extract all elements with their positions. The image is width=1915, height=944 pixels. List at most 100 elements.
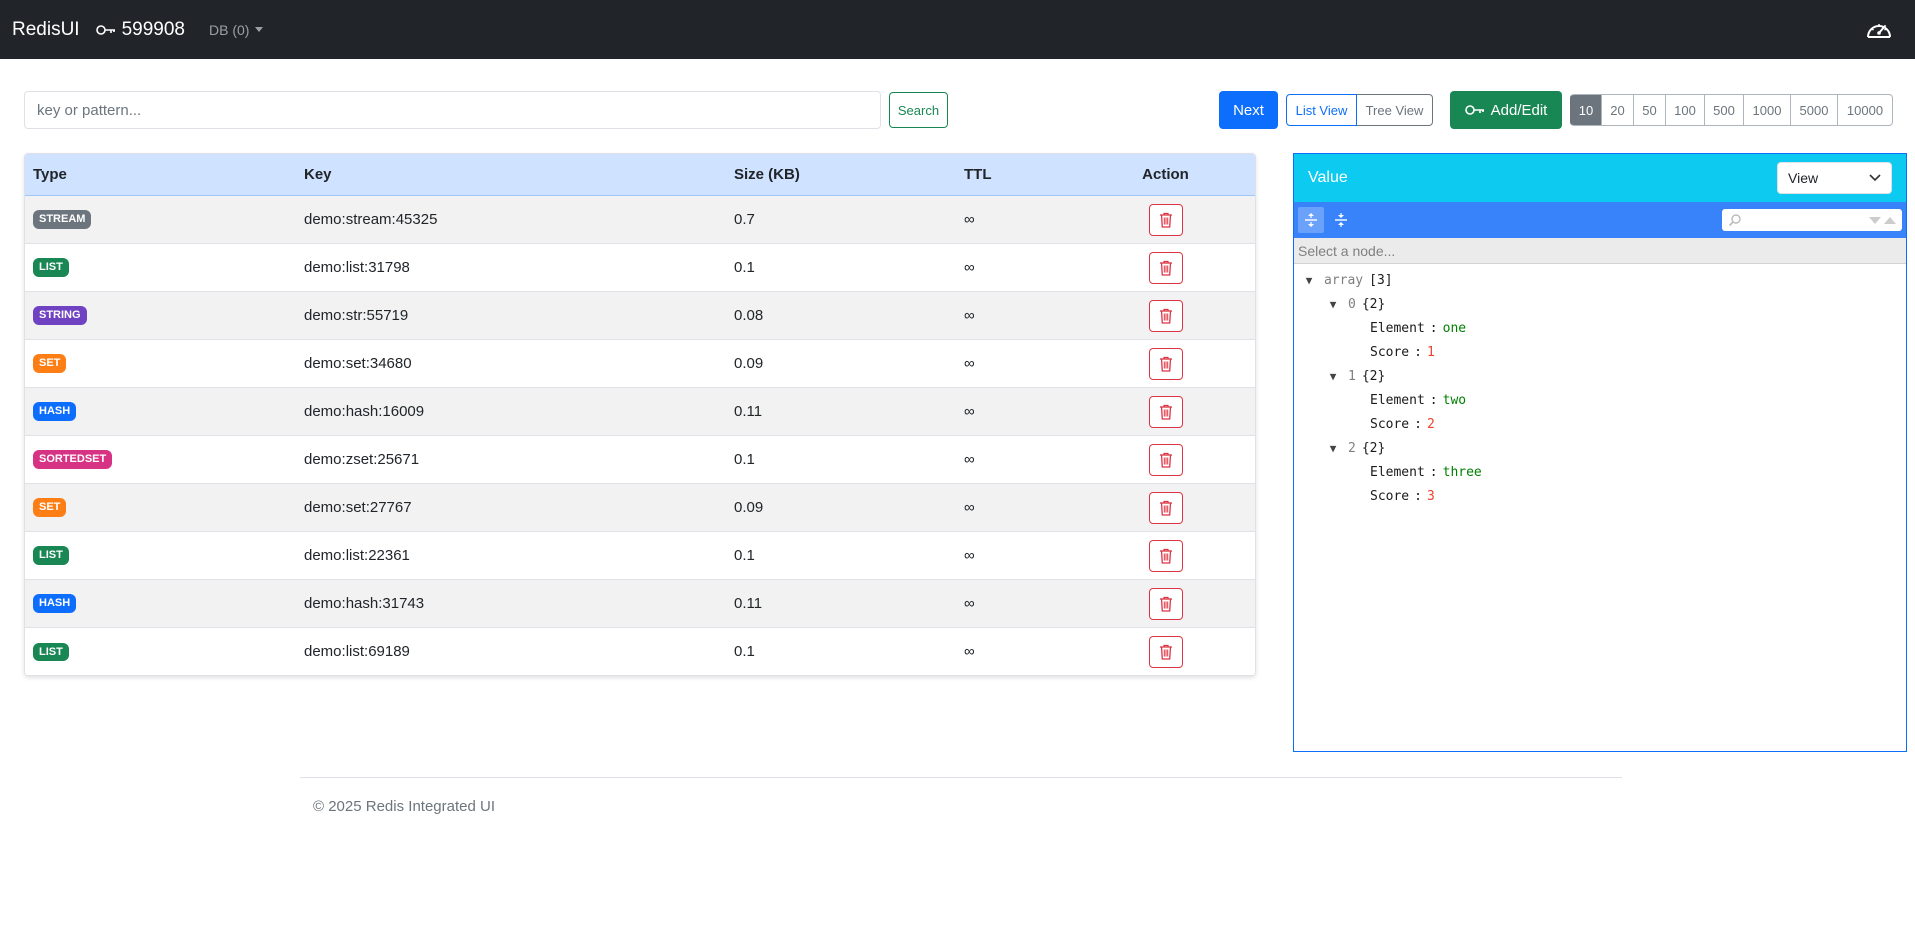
page-size-10[interactable]: 10 (1570, 94, 1602, 126)
key-cell[interactable]: demo:hash:16009 (304, 402, 425, 420)
delete-button[interactable] (1148, 540, 1183, 572)
mode-select-value: View (1788, 170, 1819, 186)
header-key[interactable]: Key (296, 154, 726, 196)
node-key: Score (1370, 488, 1410, 504)
tree-node[interactable]: ▼ 2 {2} (1294, 436, 1906, 460)
key-cell[interactable]: demo:list:69189 (304, 642, 410, 660)
table-row[interactable]: SET demo:set:34680 0.09 ∞ (25, 339, 1255, 387)
search-input[interactable] (24, 91, 881, 129)
db-dropdown[interactable]: DB (0) (209, 22, 264, 38)
type-cell: LIST (25, 627, 296, 675)
key-icon (1464, 105, 1484, 115)
delete-button[interactable] (1148, 204, 1183, 236)
search-next-icon[interactable] (1869, 216, 1881, 224)
key-cell[interactable]: demo:set:34680 (304, 354, 412, 372)
size-cell: 0.1 (734, 642, 755, 660)
tree-node[interactable]: Element: one (1294, 316, 1906, 340)
speedometer-icon[interactable] (1865, 18, 1893, 42)
node-value[interactable]: three (1442, 464, 1482, 480)
page-size-5000[interactable]: 5000 (1791, 94, 1838, 126)
expand-toggle-icon[interactable]: ▼ (1305, 273, 1313, 287)
search-button[interactable]: Search (889, 92, 948, 128)
key-cell[interactable]: demo:hash:31743 (304, 594, 425, 612)
tree-node[interactable]: ▼ array [3] (1294, 268, 1906, 292)
table-row[interactable]: STRING demo:str:55719 0.08 ∞ (25, 291, 1255, 339)
next-button[interactable]: Next (1219, 91, 1278, 129)
node-value[interactable]: 1 (1426, 344, 1435, 360)
delete-button[interactable] (1148, 444, 1183, 476)
expand-toggle-icon[interactable]: ▼ (1329, 369, 1337, 383)
table-row[interactable]: LIST demo:list:69189 0.1 ∞ (25, 627, 1255, 675)
trash-icon (1159, 452, 1172, 468)
page-size-500[interactable]: 500 (1705, 94, 1744, 126)
tree-view-button[interactable]: Tree View (1357, 94, 1433, 126)
list-view-button[interactable]: List View (1286, 94, 1357, 126)
size-cell: 0.1 (734, 450, 755, 468)
app-brand[interactable]: RedisUI (12, 18, 80, 40)
node-value[interactable]: 2 (1426, 416, 1435, 432)
page-size-50[interactable]: 50 (1634, 94, 1666, 126)
tree-node[interactable]: Score:1 (1294, 340, 1906, 364)
delete-button[interactable] (1148, 636, 1183, 669)
collapse-all-button[interactable] (1328, 207, 1354, 233)
node-value[interactable]: 3 (1426, 488, 1435, 504)
tree-node[interactable]: Score:3 (1294, 484, 1906, 508)
type-cell: LIST (25, 243, 296, 291)
search-previous-icon[interactable] (1884, 216, 1896, 224)
delete-button[interactable] (1148, 396, 1183, 428)
table-row[interactable]: HASH demo:hash:31743 0.11 ∞ (25, 579, 1255, 627)
table-row[interactable]: SORTEDSET demo:zset:25671 0.1 ∞ (25, 435, 1255, 483)
key-cell[interactable]: demo:list:22361 (304, 546, 410, 564)
node-value[interactable]: one (1442, 320, 1467, 336)
view-toggle-group: List View Tree View (1286, 94, 1433, 126)
action-cell (1076, 483, 1255, 531)
node-value[interactable]: two (1442, 392, 1467, 408)
key-cell[interactable]: demo:set:27767 (304, 498, 412, 516)
page-size-10000[interactable]: 10000 (1838, 94, 1893, 126)
tree-node[interactable]: Element: three (1294, 460, 1906, 484)
key-cell[interactable]: demo:zset:25671 (304, 450, 420, 468)
key-cell[interactable]: demo:list:31798 (304, 258, 410, 276)
expand-all-button[interactable] (1298, 207, 1324, 233)
expand-toggle-icon[interactable]: ▼ (1329, 297, 1337, 311)
tree-node[interactable]: Score:2 (1294, 412, 1906, 436)
caret-down-icon (255, 27, 264, 32)
key-cell[interactable]: demo:str:55719 (304, 306, 409, 324)
table-row[interactable]: HASH demo:hash:16009 0.11 ∞ (25, 387, 1255, 435)
tree-node[interactable]: Element: two (1294, 388, 1906, 412)
header-size[interactable]: Size (KB) (726, 154, 956, 196)
table-row[interactable]: SET demo:set:27767 0.09 ∞ (25, 483, 1255, 531)
header-type[interactable]: Type (25, 154, 296, 196)
json-editor-menu (1294, 202, 1906, 238)
action-cell (1076, 435, 1255, 483)
delete-button[interactable] (1148, 492, 1183, 524)
key-cell[interactable]: demo:stream:45325 (304, 210, 438, 228)
header-ttl[interactable]: TTL (956, 154, 1076, 196)
trash-icon (1159, 596, 1172, 612)
table-row[interactable]: LIST demo:list:31798 0.1 ∞ (25, 243, 1255, 291)
top-navbar: RedisUI 599908 DB (0) (0, 0, 1915, 59)
node-key: Element (1370, 392, 1425, 408)
node-info: {2} (1361, 440, 1386, 456)
node-separator: : (1414, 488, 1422, 504)
trash-icon (1159, 645, 1172, 660)
node-key: Score (1370, 344, 1410, 360)
add-edit-button[interactable]: Add/Edit (1450, 91, 1562, 129)
delete-button[interactable] (1148, 300, 1183, 332)
expand-toggle-icon[interactable]: ▼ (1329, 441, 1337, 455)
type-badge: SET (33, 498, 67, 517)
json-search-box[interactable] (1722, 209, 1902, 231)
delete-button[interactable] (1148, 252, 1183, 284)
table-row[interactable]: STREAM demo:stream:45325 0.7 ∞ (25, 195, 1255, 243)
page-size-20[interactable]: 20 (1602, 94, 1634, 126)
tree-node[interactable]: ▼ 0 {2} (1294, 292, 1906, 316)
page-size-100[interactable]: 100 (1666, 94, 1705, 126)
mode-select[interactable]: View (1777, 162, 1892, 194)
delete-button[interactable] (1148, 348, 1183, 380)
type-badge: SORTEDSET (33, 450, 113, 469)
type-cell: STREAM (25, 195, 296, 243)
tree-node[interactable]: ▼ 1 {2} (1294, 364, 1906, 388)
page-size-1000[interactable]: 1000 (1744, 94, 1791, 126)
delete-button[interactable] (1148, 588, 1183, 620)
table-row[interactable]: LIST demo:list:22361 0.1 ∞ (25, 531, 1255, 579)
